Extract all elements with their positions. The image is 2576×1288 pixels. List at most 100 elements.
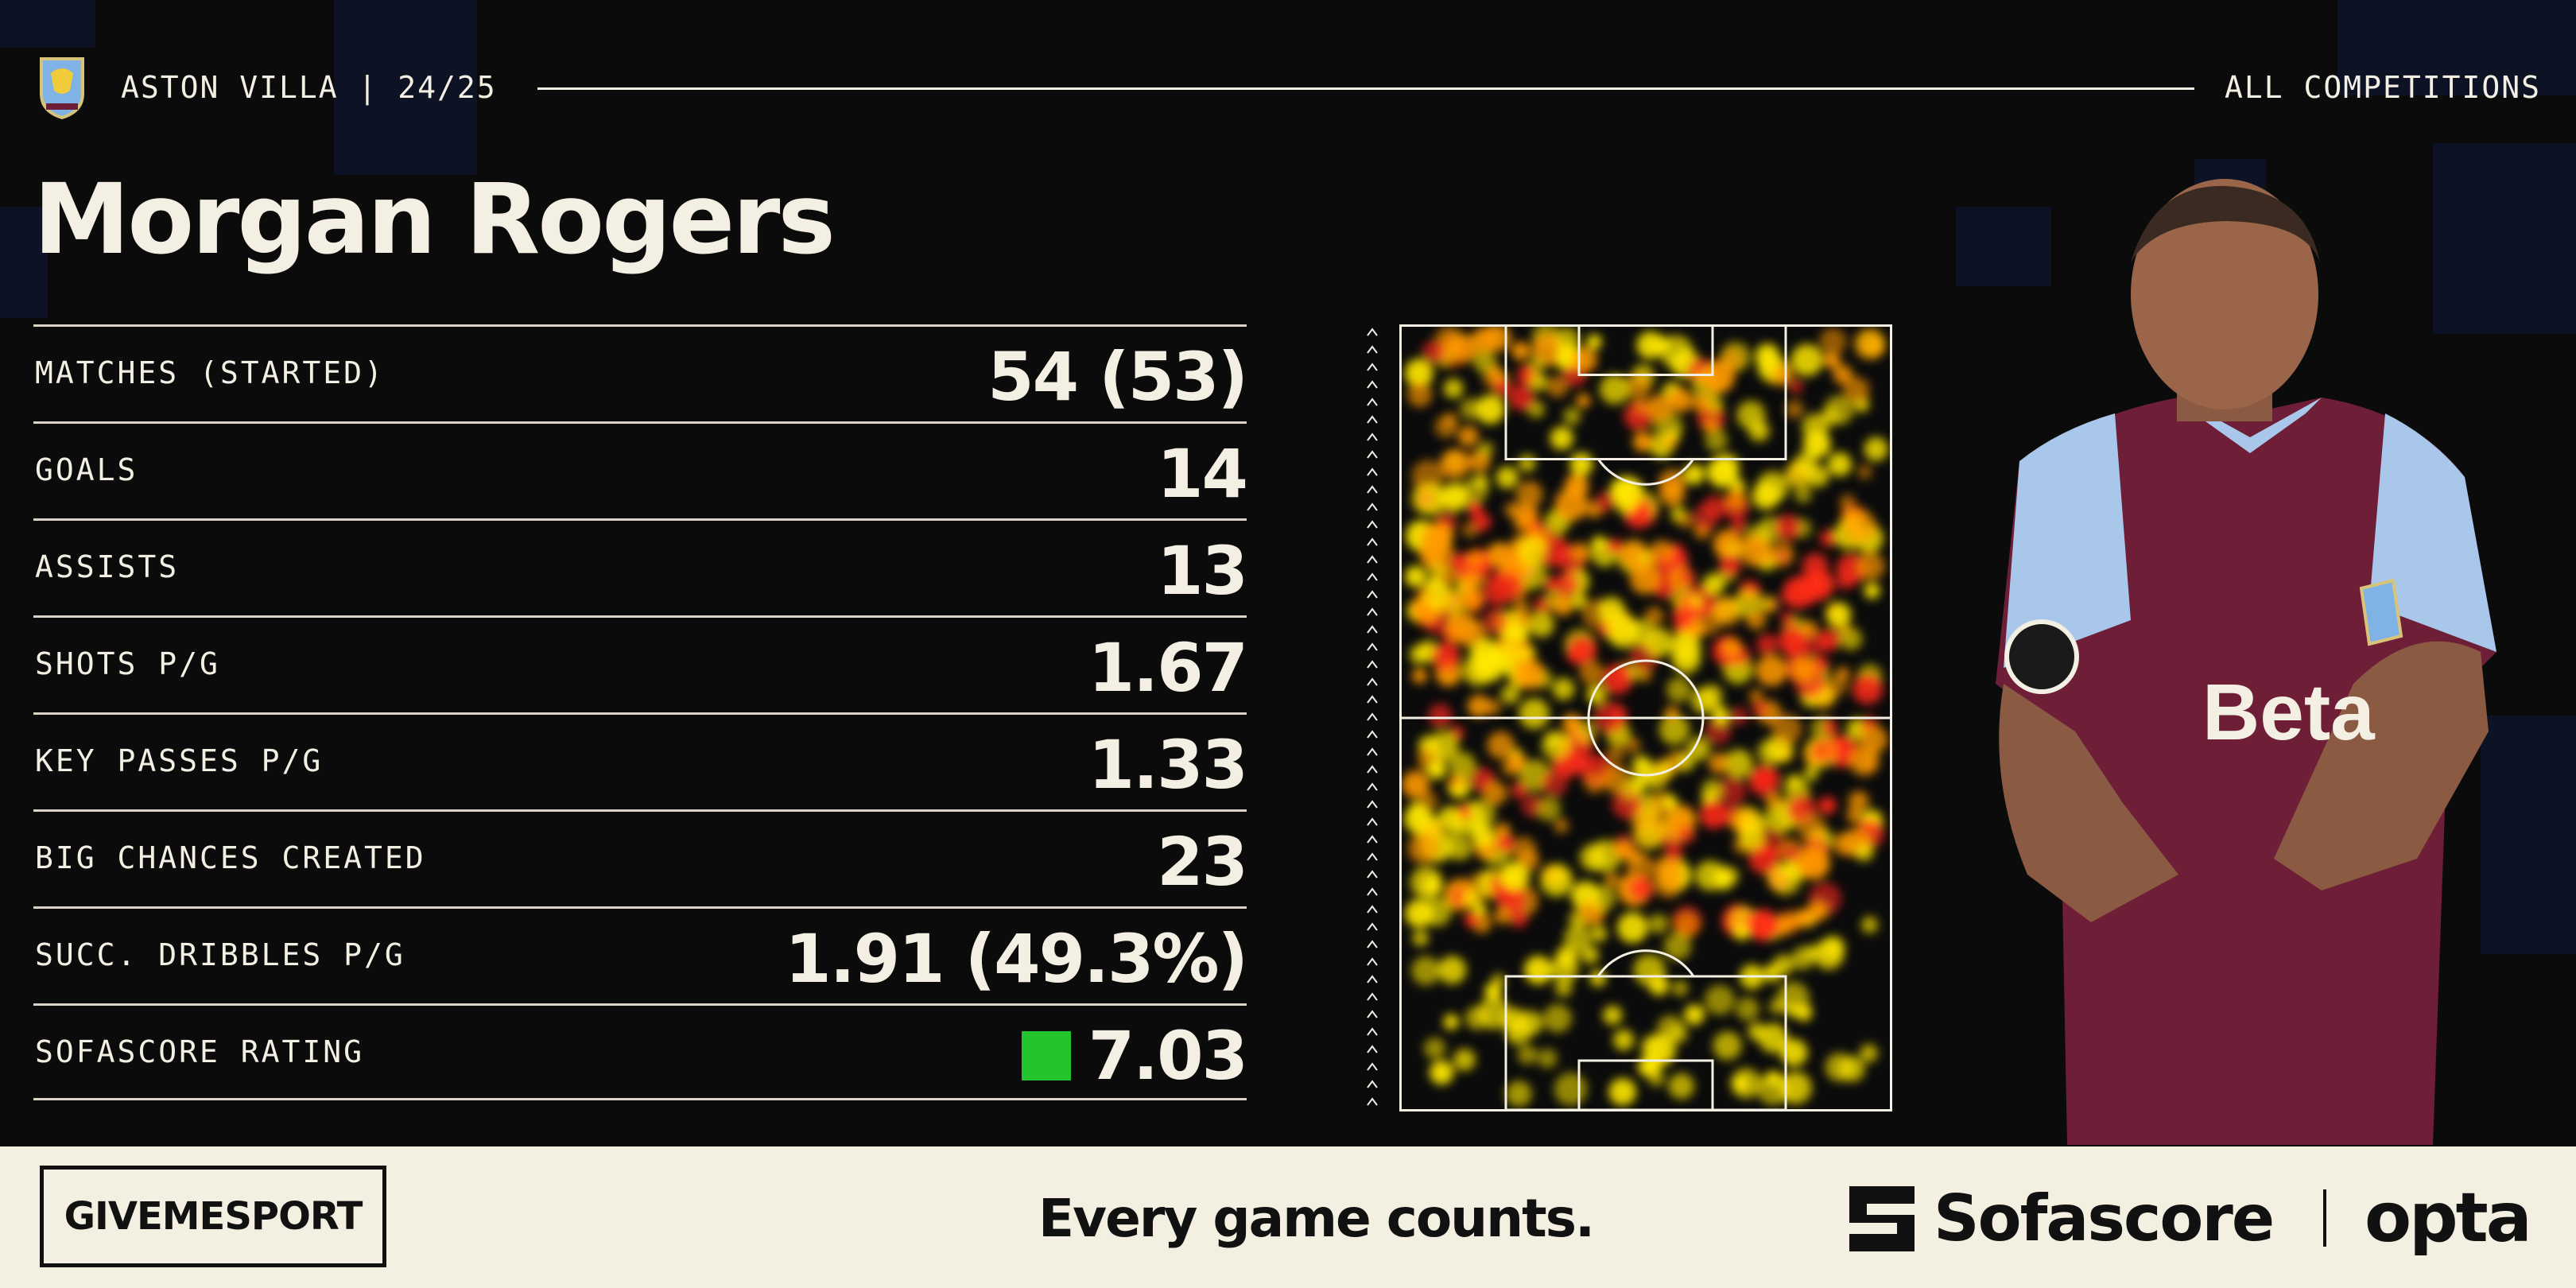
heat-blob bbox=[1839, 627, 1863, 650]
heat-blob bbox=[1789, 378, 1804, 394]
heat-blob bbox=[1648, 975, 1670, 996]
heat-blob bbox=[1466, 550, 1484, 568]
stat-row: SUCC. DRIBBLES P/G 1.91 (49.3%) bbox=[33, 906, 1248, 1003]
heat-blob bbox=[1670, 632, 1701, 664]
heat-blob bbox=[1839, 1056, 1865, 1082]
heat-blob bbox=[1721, 348, 1744, 371]
heat-blob bbox=[1765, 792, 1783, 809]
heat-blob bbox=[1827, 452, 1852, 477]
heat-blob bbox=[1511, 782, 1528, 799]
heat-blob bbox=[1767, 541, 1794, 568]
heat-blob bbox=[1748, 689, 1764, 704]
heat-blob bbox=[1668, 1073, 1695, 1100]
heat-blob bbox=[1786, 774, 1802, 790]
direction-arrow bbox=[1367, 677, 1378, 686]
heat-blob bbox=[1784, 1002, 1801, 1018]
heat-blob bbox=[1438, 805, 1463, 830]
heat-blob bbox=[1440, 448, 1470, 479]
stat-value: 1.33 bbox=[1088, 726, 1248, 804]
heat-blob bbox=[1864, 436, 1888, 462]
heat-blob bbox=[1652, 336, 1670, 354]
heat-blob bbox=[1729, 707, 1748, 725]
heat-blob bbox=[1757, 1073, 1790, 1106]
heat-blob bbox=[1691, 393, 1713, 413]
heat-blob bbox=[1750, 766, 1776, 792]
stat-value: 54 (53) bbox=[987, 338, 1248, 416]
heat-blob bbox=[1708, 752, 1730, 774]
heat-blob bbox=[1457, 425, 1479, 447]
heat-blob bbox=[1683, 464, 1705, 485]
heat-blob bbox=[1624, 374, 1651, 401]
attack-direction-arrows-icon bbox=[1367, 328, 1378, 1106]
stat-row: KEY PASSES P/G 1.33 bbox=[33, 712, 1248, 809]
heat-blob bbox=[1572, 755, 1591, 773]
rating-color-square bbox=[1021, 1031, 1071, 1081]
heat-blob bbox=[1672, 980, 1689, 997]
heat-blob bbox=[1846, 808, 1862, 824]
heat-blob bbox=[1796, 846, 1830, 880]
direction-arrow bbox=[1367, 1045, 1378, 1053]
heat-blob bbox=[1508, 385, 1535, 411]
heat-blob bbox=[1807, 465, 1829, 487]
direction-arrow bbox=[1367, 642, 1378, 651]
heat-blob bbox=[1703, 418, 1719, 433]
heat-blob bbox=[1857, 464, 1872, 479]
heat-blob bbox=[1515, 609, 1534, 628]
heat-blob bbox=[1563, 925, 1592, 952]
heat-blob bbox=[1707, 456, 1739, 488]
heat-blob bbox=[1611, 706, 1627, 723]
heat-blob bbox=[1756, 471, 1789, 503]
heat-blob bbox=[1518, 537, 1546, 565]
heat-blob bbox=[1443, 378, 1464, 399]
heat-blob bbox=[1407, 832, 1439, 864]
heat-blob bbox=[1487, 731, 1515, 759]
heat-blob bbox=[1429, 731, 1459, 761]
heat-blob bbox=[1401, 770, 1430, 799]
heat-blob bbox=[1658, 714, 1690, 745]
heat-blob bbox=[1736, 997, 1759, 1022]
heat-blob bbox=[1824, 395, 1854, 425]
heat-blob bbox=[1848, 790, 1869, 812]
heat-blob bbox=[1415, 483, 1448, 515]
heat-blob bbox=[1437, 956, 1467, 984]
direction-arrow bbox=[1367, 887, 1378, 896]
heat-blob bbox=[1563, 407, 1581, 425]
heat-blob bbox=[1567, 648, 1582, 663]
heat-blob bbox=[1423, 1037, 1446, 1060]
heat-blob bbox=[1519, 698, 1550, 730]
heat-blob bbox=[1554, 1073, 1588, 1106]
heat-blob bbox=[1755, 654, 1787, 687]
direction-arrow bbox=[1367, 1027, 1378, 1036]
heat-blob bbox=[1445, 611, 1477, 643]
heat-blob bbox=[1719, 553, 1742, 576]
heat-blob bbox=[1579, 844, 1607, 871]
heat-blob bbox=[1562, 713, 1581, 733]
heat-blob bbox=[1717, 775, 1747, 805]
heat-blob bbox=[1617, 912, 1648, 944]
direction-arrow bbox=[1367, 870, 1378, 879]
heat-blob bbox=[1585, 773, 1605, 794]
direction-arrow bbox=[1367, 852, 1378, 861]
heat-blob bbox=[1785, 400, 1804, 419]
heat-blob bbox=[1579, 660, 1604, 685]
heat-blob bbox=[1554, 487, 1589, 522]
heat-blob bbox=[1523, 956, 1553, 985]
heat-blob bbox=[1666, 845, 1683, 863]
heat-blob bbox=[1460, 398, 1482, 420]
stat-row: ASSISTS 13 bbox=[33, 518, 1248, 615]
header-divider bbox=[537, 87, 2194, 90]
heat-blob bbox=[1571, 593, 1588, 609]
heat-blob bbox=[1461, 889, 1480, 908]
heat-blob bbox=[1686, 737, 1710, 761]
heat-blob bbox=[1705, 984, 1735, 1015]
heat-blob bbox=[1444, 334, 1465, 355]
heat-blob bbox=[1843, 510, 1876, 543]
heat-blob bbox=[1467, 694, 1491, 718]
heat-blob bbox=[1790, 656, 1817, 683]
heat-blob bbox=[1428, 704, 1453, 728]
heat-blob bbox=[1595, 491, 1616, 512]
heat-blob bbox=[1422, 897, 1452, 927]
background-block bbox=[0, 0, 95, 48]
heat-blob bbox=[1805, 906, 1822, 923]
heat-blob bbox=[1629, 564, 1661, 595]
